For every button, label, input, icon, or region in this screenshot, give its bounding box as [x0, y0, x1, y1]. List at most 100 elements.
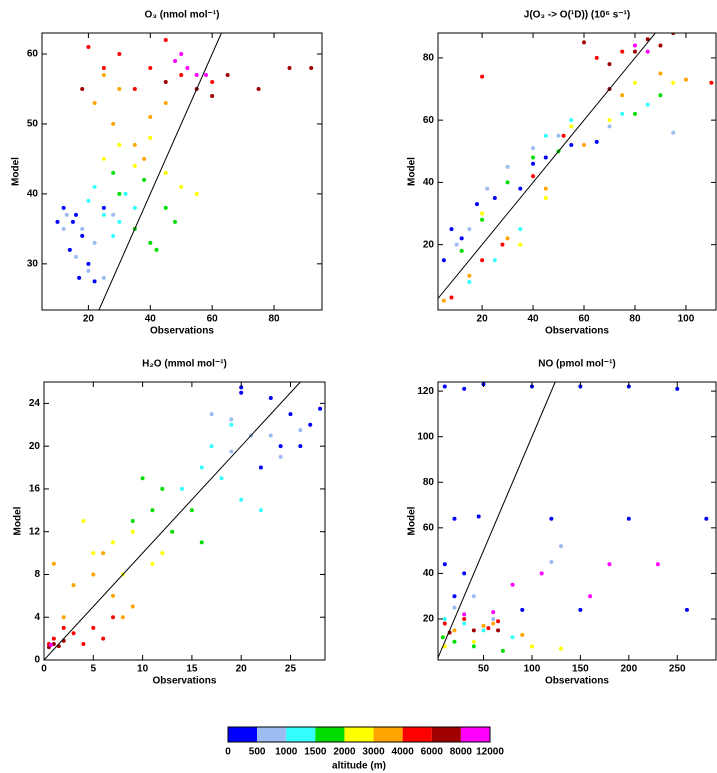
point	[194, 72, 199, 77]
x-tick-label: 60	[578, 314, 590, 325]
point	[318, 406, 323, 411]
point	[632, 49, 637, 54]
x-axis-label: Observations	[545, 326, 609, 337]
point	[505, 164, 510, 169]
point	[160, 486, 165, 491]
point	[556, 133, 561, 138]
point	[92, 240, 97, 245]
point	[709, 80, 714, 85]
point	[620, 111, 625, 116]
point	[645, 102, 650, 107]
colorbar-swatch	[315, 727, 345, 742]
colorbar-swatch	[286, 727, 316, 742]
point	[442, 562, 447, 567]
point	[148, 114, 153, 119]
point	[518, 227, 523, 232]
plot-area	[438, 33, 714, 303]
point	[209, 412, 214, 417]
point	[132, 86, 137, 91]
point	[179, 184, 184, 189]
point	[101, 551, 106, 556]
y-tick-label: 4	[34, 612, 40, 623]
point	[130, 529, 135, 534]
one-to-one-line	[438, 382, 556, 658]
point	[459, 248, 464, 253]
x-tick-label: 15	[186, 664, 198, 675]
point	[163, 170, 168, 175]
point	[101, 72, 106, 77]
point	[199, 465, 204, 470]
y-tick-label: 50	[27, 119, 39, 130]
point	[480, 211, 485, 216]
point	[142, 156, 147, 161]
point	[594, 139, 599, 144]
point	[101, 275, 106, 280]
point	[239, 390, 244, 395]
point	[559, 646, 564, 651]
point	[219, 476, 224, 481]
point	[467, 273, 472, 278]
point	[607, 118, 612, 123]
point	[61, 625, 66, 630]
point	[452, 639, 457, 644]
y-axis-label: Model	[407, 157, 418, 186]
x-tick-label: 10	[137, 664, 149, 675]
y-tick-label: 40	[423, 568, 435, 579]
y-tick-label: 100	[417, 431, 434, 442]
x-tick-label: 40	[145, 314, 157, 325]
point	[480, 74, 485, 79]
point	[61, 205, 66, 210]
y-tick-label: 16	[29, 484, 41, 495]
point	[467, 279, 472, 284]
point	[142, 177, 147, 182]
x-tick-label: 40	[527, 314, 539, 325]
point	[658, 93, 663, 98]
point	[531, 174, 536, 179]
point	[101, 636, 106, 641]
point	[500, 648, 505, 653]
point	[268, 433, 273, 438]
point	[492, 258, 497, 263]
point	[91, 572, 96, 577]
point	[111, 233, 116, 238]
point	[485, 186, 490, 191]
point	[298, 444, 303, 449]
point	[520, 632, 525, 637]
point	[148, 240, 153, 245]
chart-title: O₃ (nmol mol⁻¹)	[145, 10, 220, 21]
point	[111, 615, 116, 620]
point	[111, 170, 116, 175]
point	[185, 65, 190, 70]
point	[510, 635, 515, 640]
point	[71, 583, 76, 588]
point	[645, 49, 650, 54]
point	[179, 72, 184, 77]
point	[74, 254, 79, 259]
point	[543, 195, 548, 200]
point	[154, 247, 159, 252]
colorbar-tick-label: 1000	[275, 747, 298, 758]
colorbar-tick-label: 0	[225, 747, 231, 758]
point	[454, 242, 459, 247]
point	[229, 449, 234, 454]
x-tick-label: 150	[572, 664, 589, 675]
colorbar-tick-label: 4000	[392, 747, 415, 758]
point	[561, 133, 566, 138]
point	[569, 143, 574, 148]
point	[173, 219, 178, 224]
point	[500, 242, 505, 247]
point	[462, 612, 467, 617]
point	[287, 65, 292, 70]
chart-title: H₂O (mmol mol⁻¹)	[142, 359, 227, 370]
point	[467, 227, 472, 232]
point	[632, 80, 637, 85]
point	[449, 227, 454, 232]
point	[474, 202, 479, 207]
y-tick-label: 8	[34, 569, 40, 580]
y-axis-label: Model	[407, 506, 418, 535]
point	[173, 58, 178, 63]
colorbar-swatch	[228, 727, 258, 742]
point	[239, 497, 244, 502]
point	[505, 180, 510, 185]
point	[462, 386, 467, 391]
